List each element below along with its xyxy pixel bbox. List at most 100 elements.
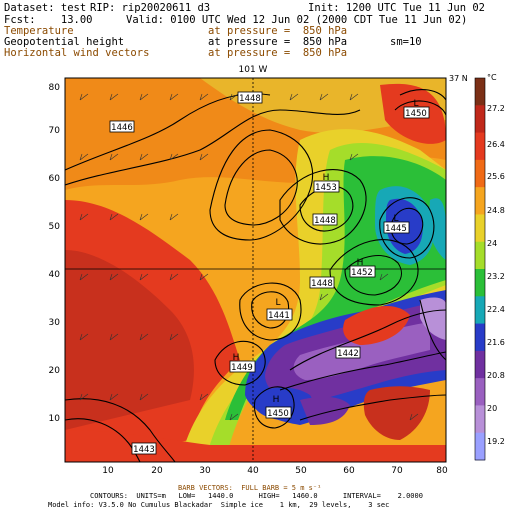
colorbar-label: 21.6 <box>487 338 505 347</box>
x-axis-labels: 10 20 30 40 50 60 70 80 <box>102 466 448 476</box>
valid-time: Valid: 0100 UTC Wed 12 Jun 02 (2000 CDT … <box>126 14 468 26</box>
y-tick-label: 30 <box>49 318 61 328</box>
svg-text:1452: 1452 <box>351 268 373 278</box>
longitude-label: 101 W <box>239 65 268 75</box>
y-tick-label: 70 <box>49 126 61 136</box>
y-tick-label: 80 <box>49 83 61 93</box>
colorbar-swatch <box>475 78 485 106</box>
colorbar-label: 23.2 <box>487 272 505 281</box>
svg-text:1443: 1443 <box>133 445 155 455</box>
height-label-1446: 1446 <box>109 120 135 133</box>
field-wind-level: at pressure = 850 hPa <box>208 47 348 59</box>
latitude-label: 37 N <box>449 74 468 83</box>
y-tick-label: 10 <box>49 414 61 424</box>
svg-text:1453: 1453 <box>315 183 337 193</box>
y-tick-label: 40 <box>49 270 61 280</box>
colorbar-swatch <box>475 105 485 134</box>
colorbar-swatch <box>475 132 485 161</box>
colorbar-label: 27.2 <box>487 104 505 113</box>
colorbar-label: 25.6 <box>487 172 505 181</box>
colorbar-label: 24.8 <box>487 206 505 215</box>
colorbar-swatch <box>475 350 485 379</box>
svg-text:1448: 1448 <box>311 279 333 289</box>
svg-text:1448: 1448 <box>239 94 261 104</box>
svg-text:1445: 1445 <box>385 224 407 234</box>
smoothing-label: sm=10 <box>390 36 422 48</box>
colorbar-swatch <box>475 187 485 215</box>
x-tick-label: 80 <box>436 466 448 476</box>
colorbar-swatch <box>475 323 485 352</box>
colorbar-swatch <box>475 378 485 406</box>
svg-text:1441: 1441 <box>268 311 290 321</box>
colorbar-unit: °C <box>487 73 497 82</box>
svg-text:1446: 1446 <box>111 123 133 133</box>
colorbar-labels: 27.2 26.4 25.6 24.8 24 23.2 22.4 21.6 20… <box>487 104 505 446</box>
dataset-label: Dataset: test <box>4 2 87 14</box>
x-tick-label: 20 <box>151 466 163 476</box>
y-axis-labels: 10 20 30 40 50 60 70 80 <box>49 83 61 424</box>
rip-label: RIP: rip20020611 d3 <box>90 2 211 14</box>
y-tick-label: 50 <box>49 222 61 232</box>
svg-text:1450: 1450 <box>267 409 289 419</box>
colorbar <box>474 77 486 461</box>
colorbar-label: 19.2 <box>487 437 505 446</box>
init-label: Init: 1200 UTC Tue 11 Jun 02 <box>308 2 486 14</box>
svg-text:1442: 1442 <box>337 349 359 359</box>
field-temperature-level: at pressure = 850 hPa <box>208 25 348 37</box>
height-label-1448-right: 1448 <box>309 276 335 289</box>
height-label-1443: 1443 <box>131 442 157 455</box>
colorbar-swatch <box>475 214 485 243</box>
field-geopotential-level: at pressure = 850 hPa <box>208 36 348 48</box>
height-label-l1441: L 1441 <box>266 298 293 321</box>
colorbar-swatch <box>475 296 485 325</box>
svg-text:H: H <box>233 353 240 363</box>
svg-text:L: L <box>413 99 418 109</box>
svg-text:L: L <box>393 214 398 224</box>
height-label-1448-top: 1448 <box>237 91 263 104</box>
field-geopotential: Geopotential height <box>4 36 125 48</box>
model-info: Model info: V3.5.0 No Cumulus Blackadar … <box>48 501 390 509</box>
svg-text:H: H <box>273 395 280 405</box>
colorbar-swatch <box>475 269 485 297</box>
svg-text:L: L <box>275 298 280 308</box>
svg-text:H: H <box>323 173 330 183</box>
colorbar-label: 24 <box>487 239 497 248</box>
svg-text:1450: 1450 <box>405 109 427 119</box>
colorbar-label: 26.4 <box>487 140 505 149</box>
y-tick-label: 60 <box>49 174 61 184</box>
x-tick-label: 70 <box>391 466 403 476</box>
x-tick-label: 10 <box>102 466 114 476</box>
colorbar-label: 20 <box>487 404 497 413</box>
wind-barbs <box>79 93 419 421</box>
x-tick-label: 30 <box>199 466 211 476</box>
contours-info: CONTOURS: UNITS=m LOW= 1440.0 HIGH= 1460… <box>90 492 423 500</box>
x-tick-label: 60 <box>343 466 355 476</box>
svg-text:H: H <box>357 258 364 268</box>
field-temperature: Temperature <box>4 25 74 37</box>
colorbar-label: 22.4 <box>487 305 505 314</box>
height-label-1442: 1442 <box>335 346 361 359</box>
svg-text:1449: 1449 <box>231 363 253 373</box>
forecast-hour: Fcst: 13.00 <box>4 14 93 26</box>
colorbar-swatch <box>475 432 485 461</box>
height-label-h1450: H 1450 <box>265 395 292 419</box>
height-label-1448-mid: 1448 <box>312 213 338 226</box>
temperature-field <box>65 78 446 462</box>
colorbar-label: 20.8 <box>487 371 505 380</box>
x-tick-label: 50 <box>295 466 307 476</box>
colorbar-swatch <box>475 159 485 188</box>
colorbar-swatch <box>475 405 485 434</box>
x-tick-label: 40 <box>247 466 259 476</box>
map-frame <box>64 77 447 463</box>
colorbar-swatch <box>475 241 485 270</box>
colorbar-frame <box>474 77 486 461</box>
svg-text:1448: 1448 <box>314 216 336 226</box>
barb-vectors-label: BARB VECTORS: FULL BARB = 5 m s⁻¹ <box>178 484 322 492</box>
